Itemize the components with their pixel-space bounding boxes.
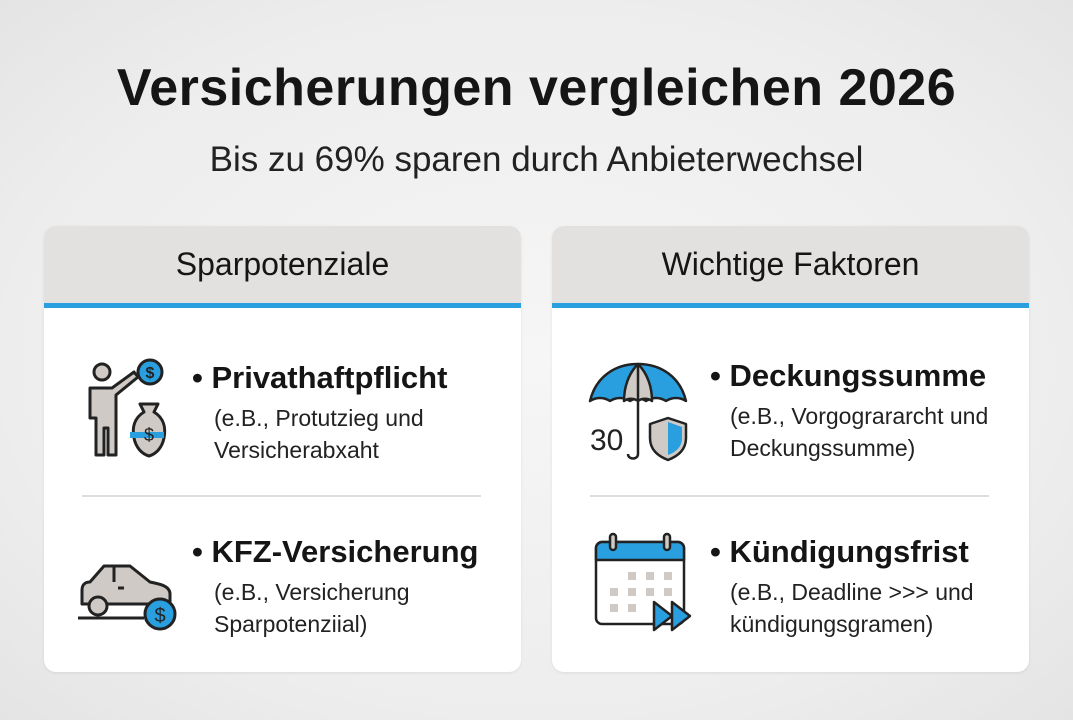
svg-text:$: $ [144, 425, 154, 445]
person-money-vase-icon: $ $ [88, 358, 167, 458]
item-title: • Kündigungsfrist [710, 534, 969, 569]
card-sparpotenziale: Sparpotenziale $ $ • Privathaftpflicht (… [44, 226, 521, 672]
item-description: (e.B., Versicherung Sparpotenziial) [214, 579, 410, 637]
subtitle: Bis zu 69% sparen durch Anbieterwechsel [209, 140, 864, 179]
divider [82, 495, 481, 497]
umbrella-shield-icon: 30 [588, 362, 688, 462]
accent-bar [552, 303, 1029, 308]
divider [590, 495, 989, 497]
page-title: Versicherungen vergleichen 2026 [116, 59, 957, 117]
car-money-icon: $ [78, 564, 177, 631]
list-item: 30 • Deckungssumme (e.B., Vorgogrararcht… [552, 356, 1029, 486]
card-header: Sparpotenziale [44, 226, 521, 303]
card-wichtige-faktoren: Wichtige Faktoren 30 • Deckungssumme (e.… [552, 226, 1029, 672]
item-title: • Deckungssumme [710, 358, 987, 393]
list-item: $ • KFZ-Versicherung (e.B., Versicherung… [44, 532, 521, 662]
item-description: (e.B., Vorgogrararcht und Deckungssumme) [730, 403, 989, 461]
calendar-forward-icon [594, 532, 692, 632]
item-description: (e.B., Protutzieg und Versicherabxaht [214, 405, 424, 463]
coverage-number: 30 [590, 424, 623, 457]
item-title: • Privathaftpflicht [192, 360, 448, 395]
card-header: Wichtige Faktoren [552, 226, 1029, 303]
list-item: $ $ • Privathaftpflicht (e.B., Protutzie… [44, 358, 521, 488]
svg-text:$: $ [146, 365, 155, 382]
list-item: • Kündigungsfrist (e.B., Deadline >>> un… [552, 532, 1029, 662]
item-description: (e.B., Deadline >>> und kündigungsgramen… [730, 579, 974, 637]
accent-bar [44, 303, 521, 308]
item-title: • KFZ-Versicherung [192, 534, 479, 569]
svg-text:$: $ [154, 605, 165, 627]
